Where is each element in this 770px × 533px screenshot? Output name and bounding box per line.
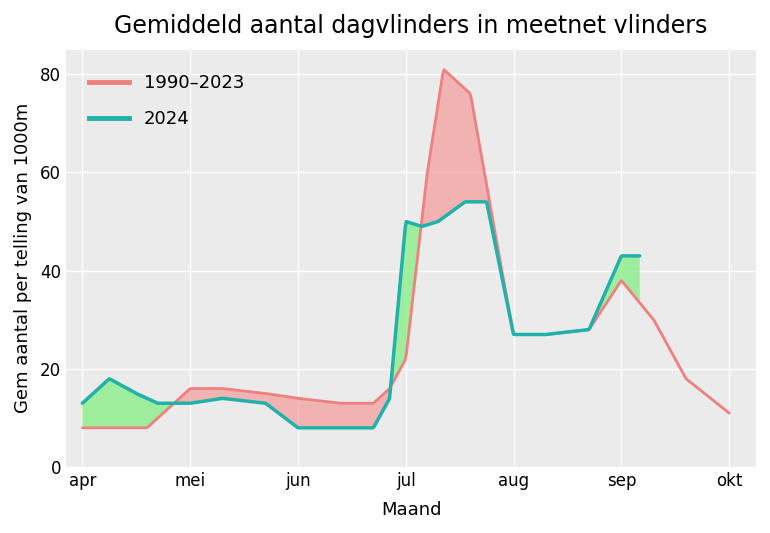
Title: Gemiddeld aantal dagvlinders in meetnet vlinders: Gemiddeld aantal dagvlinders in meetnet … (115, 14, 708, 38)
Y-axis label: Gem aantal per telling van 1000m: Gem aantal per telling van 1000m (14, 103, 32, 414)
X-axis label: Maand: Maand (381, 501, 441, 519)
Legend: 1990–2023, 2024: 1990–2023, 2024 (82, 67, 251, 135)
